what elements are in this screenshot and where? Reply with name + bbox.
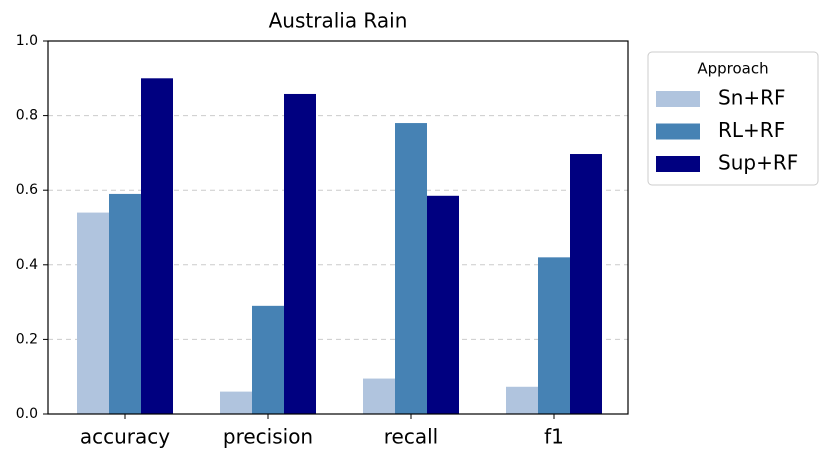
y-tick-label: 1.0 [16,33,38,49]
bar [141,78,173,415]
bar [427,195,459,414]
x-tick-label: f1 [544,425,564,449]
legend-swatch [656,123,700,140]
bar [363,378,395,414]
bar [570,154,602,415]
plot-frame [47,40,629,415]
legend-label: Sn+RF [718,86,786,110]
y-tick-label: 0.6 [16,182,38,198]
y-tick-label: 0.8 [16,108,38,124]
x-tick-label: accuracy [80,425,170,449]
bar [506,386,538,414]
y-tick-label: 0.2 [16,331,38,347]
bar [109,193,141,414]
bar [538,257,570,414]
legend-swatch [656,156,700,172]
bar [395,123,427,414]
legend-box [647,51,819,186]
legend-title: Approach [697,60,768,78]
bar [252,305,284,414]
chart-title: Australia Rain [269,9,408,33]
legend-label: Sup+RF [718,151,798,175]
bar [77,212,109,414]
legend-label: RL+RF [718,118,785,142]
x-tick-label: precision [223,425,313,449]
y-tick-label: 0.0 [16,406,38,422]
bar [220,391,252,414]
y-tick-label: 0.4 [16,257,38,273]
bar [284,93,316,414]
legend-swatch [656,91,700,107]
x-tick-label: recall [384,425,438,449]
